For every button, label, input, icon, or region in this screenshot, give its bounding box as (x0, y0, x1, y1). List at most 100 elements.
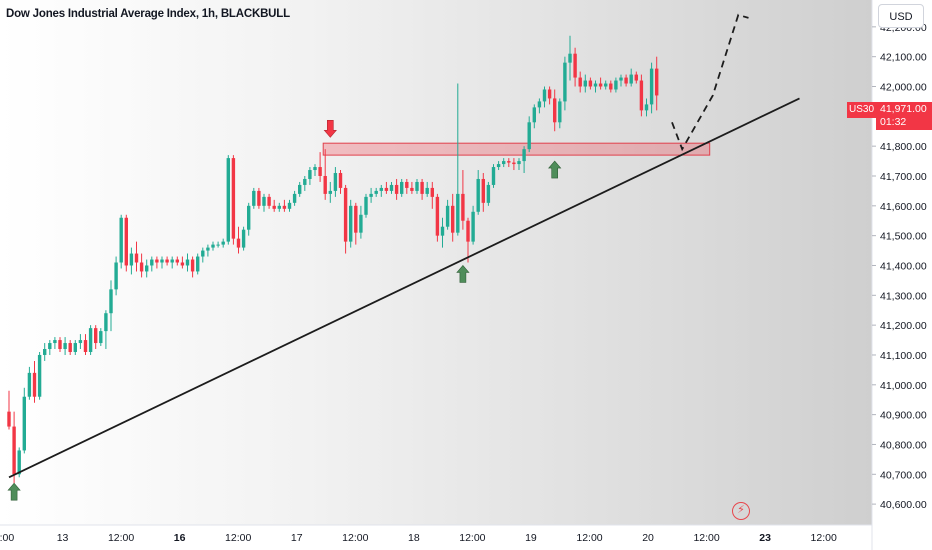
x-tick-label: 12:00 (693, 532, 719, 544)
candle (394, 178, 399, 200)
candle (445, 199, 450, 230)
candle (104, 310, 108, 350)
support-trendline (8, 97, 800, 479)
currency-button[interactable]: USD (878, 4, 924, 28)
arrows-layer (7, 119, 562, 501)
candle-body (532, 107, 536, 123)
candle-body (593, 83, 598, 87)
candle-body (43, 349, 47, 355)
candle-body (537, 101, 542, 108)
candle (527, 116, 531, 153)
candle-body (558, 101, 562, 123)
candle-body (405, 181, 409, 188)
candle (481, 173, 485, 212)
y-tick-label: 41,400.00 (880, 260, 927, 272)
candle (160, 256, 164, 269)
candle (614, 77, 618, 93)
candle-body (619, 77, 623, 81)
bar-countdown: 01:32 (880, 116, 907, 128)
lightning-icon[interactable]: ⚡ (732, 502, 750, 520)
candle-body (139, 262, 144, 272)
candle-body (435, 196, 440, 236)
candle (155, 256, 159, 269)
candle (328, 181, 332, 203)
candle (333, 167, 338, 197)
candle (313, 164, 317, 176)
x-tick-label: 12:00 (576, 532, 602, 544)
candle-body (180, 262, 185, 266)
candle-body (451, 205, 455, 233)
candle (43, 343, 47, 361)
candle-body (216, 244, 220, 246)
trendline-layer (8, 97, 800, 479)
candle (287, 199, 292, 212)
candle-body (282, 205, 287, 209)
candle-body (364, 196, 368, 215)
candle-body (298, 184, 302, 194)
candle (83, 334, 88, 355)
candle-body (415, 181, 419, 191)
candle (502, 158, 506, 168)
candle-body (476, 178, 480, 212)
candle-body (425, 187, 429, 194)
candle-body (578, 77, 582, 87)
symbol-tag: US30 (847, 102, 876, 118)
candle (619, 74, 623, 87)
candle-body (629, 74, 633, 84)
candle-body (471, 211, 475, 242)
x-tick-label: 16 (174, 532, 186, 544)
candle (359, 205, 363, 239)
candle (78, 334, 83, 350)
candle-body (308, 170, 312, 179)
candle (512, 158, 516, 171)
last-price-badge: 41,971.00 01:32 (876, 102, 932, 130)
candle (206, 244, 210, 257)
candle-body (99, 331, 103, 344)
candle (27, 366, 32, 400)
candle-body (27, 372, 32, 397)
candle (139, 253, 144, 278)
candle-body (496, 164, 501, 168)
candle-body (88, 328, 93, 352)
candle-body (267, 196, 271, 206)
candle-body (211, 244, 215, 248)
candle-body (323, 175, 327, 194)
candle-body (17, 450, 21, 475)
y-tick-label: 41,300.00 (880, 290, 927, 302)
candle-body (328, 190, 332, 194)
candle-body (124, 217, 128, 266)
candle-body (104, 313, 108, 332)
candle (298, 181, 302, 197)
candle-body (389, 184, 394, 191)
candle-body (150, 259, 154, 266)
candle (308, 167, 312, 185)
arrow-down-icon (323, 119, 337, 138)
candle (22, 387, 26, 454)
candle (558, 98, 562, 129)
candle (262, 193, 266, 212)
candle (644, 98, 649, 117)
candle-body (466, 220, 470, 242)
x-axis-ticks: 2:00 13 12:00 16 12:00 17 12:00 18 12:00 19 12:00 2… (0, 532, 837, 544)
candle (247, 202, 251, 236)
candle-body (114, 262, 118, 290)
x-tick-label: 18 (408, 532, 420, 544)
candle-body (563, 62, 567, 102)
candle (53, 337, 57, 350)
candle (134, 241, 139, 272)
candle (114, 256, 118, 296)
projection-layer (671, 13, 749, 152)
candle (252, 187, 256, 209)
candle-body (252, 190, 256, 206)
resistance-zone-layer (322, 142, 711, 156)
y-tick-label: 41,700.00 (880, 171, 927, 183)
y-tick-label: 41,200.00 (880, 320, 927, 332)
candle-body (318, 167, 322, 176)
candle-body (445, 205, 450, 227)
candle (430, 181, 434, 209)
plot-background (0, 0, 872, 525)
x-tick-label: 17 (291, 532, 303, 544)
candle-body (349, 205, 353, 242)
